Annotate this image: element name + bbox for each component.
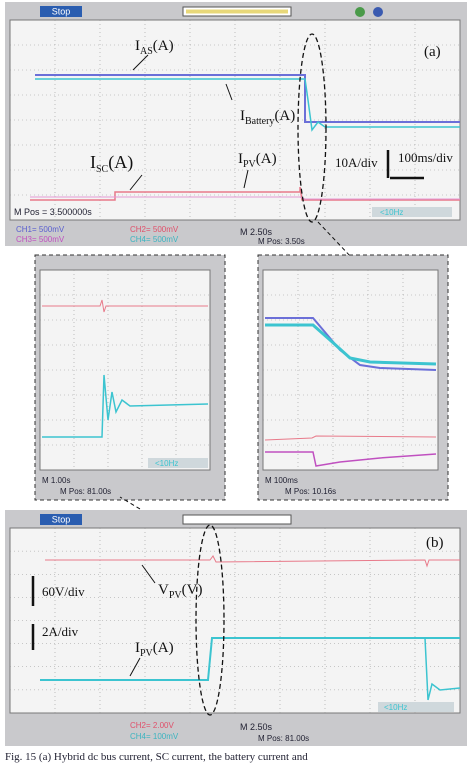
channel: CH1= 500mV: [16, 225, 65, 234]
channel: CH4= 100mV: [130, 732, 179, 741]
status-box: [40, 514, 82, 525]
filter-box: [372, 207, 452, 217]
arrow: [132, 54, 149, 71]
signal-label: IPV(A): [135, 640, 174, 659]
filter: <10Hz: [380, 208, 403, 217]
status: Stop: [52, 515, 71, 525]
filter-box: [148, 458, 208, 468]
channel: CH2= 500mV: [130, 225, 179, 234]
arrow: [141, 564, 156, 584]
scale-label: 10A/div: [335, 155, 378, 170]
scale-label: 2A/div: [42, 624, 79, 639]
timebase: M 1.00s: [42, 476, 70, 485]
channel: CH3= 500mV: [16, 235, 65, 244]
waveform: [40, 637, 460, 681]
signal-label: IAS(A): [135, 38, 174, 57]
grid: [10, 20, 460, 220]
waveform: [265, 323, 437, 366]
mpos-screen: M Pos = 3.500000s: [14, 207, 92, 217]
filter: <10Hz: [155, 459, 178, 468]
timebase: M 2.50s: [240, 227, 273, 237]
channel: CH2= 2.00V: [130, 721, 174, 730]
mpos: M Pos: 3.50s: [258, 237, 305, 246]
signal-label: IPV(A): [238, 151, 277, 170]
status: Stop: [52, 7, 71, 17]
status-box: [40, 6, 82, 17]
waveform: [30, 186, 460, 201]
mpos: M Pos: 10.16s: [285, 487, 336, 496]
grid: [10, 528, 460, 713]
mpos: M Pos: 81.00s: [60, 487, 111, 496]
panel-label: (b): [426, 535, 444, 551]
signal-label: ISC(A): [90, 152, 133, 175]
waveform: [42, 374, 209, 438]
memory-fill: [186, 9, 288, 14]
arrow: [129, 657, 141, 677]
memory-bar: [182, 514, 292, 525]
icon: [355, 7, 365, 17]
scale-label: 100ms/div: [398, 150, 453, 165]
channel: CH4= 500mV: [130, 235, 179, 244]
waveform: [45, 555, 460, 568]
highlight-ellipse: [297, 33, 327, 223]
icon: [373, 7, 383, 17]
mpos: M Pos: 81.00s: [258, 734, 309, 743]
waveform: [42, 299, 208, 313]
grid: [40, 270, 210, 470]
arrow: [225, 83, 233, 101]
filter-box: [378, 702, 454, 712]
signal-label: VPV(V): [158, 582, 202, 601]
panel-label: (a): [424, 44, 441, 60]
caption: Fig. 15 (a) Hybrid dc bus current, SC cu…: [5, 751, 308, 763]
waveform: [265, 451, 437, 467]
waveform: [424, 637, 461, 701]
scale-label: 60V/div: [42, 584, 85, 599]
timebase: M 2.50s: [240, 722, 273, 732]
arrow: [243, 169, 249, 189]
signal-label: IBattery(A): [240, 108, 295, 127]
waveform: [264, 435, 437, 441]
waveform: [35, 78, 460, 132]
arrow: [129, 174, 143, 191]
timebase: M 100ms: [265, 476, 298, 485]
grid: [263, 270, 438, 470]
waveform: [35, 74, 460, 123]
highlight-ellipse: [195, 524, 225, 716]
filter: <10Hz: [384, 703, 407, 712]
connector: [317, 221, 353, 259]
